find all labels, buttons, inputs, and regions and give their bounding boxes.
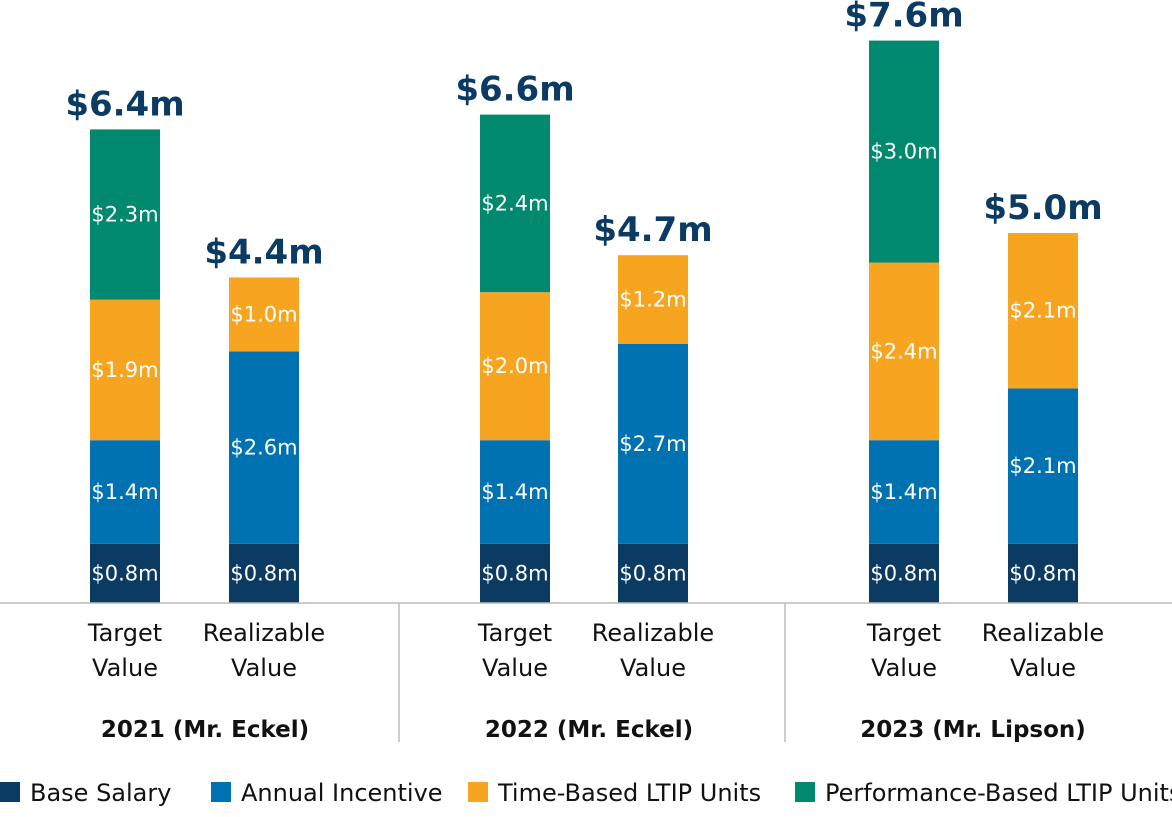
group-label: 2023 (Mr. Lipson) xyxy=(860,717,1086,743)
bar-segment xyxy=(480,543,550,603)
data-label: $2.4m xyxy=(481,191,548,215)
data-label: $1.4m xyxy=(870,480,937,504)
bar-segment xyxy=(90,129,160,300)
total-label: $6.4m xyxy=(65,84,184,124)
bar-segment xyxy=(1008,543,1078,603)
bar-segment xyxy=(480,440,550,544)
legend-label: Time-Based LTIP Units xyxy=(497,779,761,807)
data-label: $0.8m xyxy=(91,561,158,585)
total-label: $7.6m xyxy=(844,0,963,36)
data-label: $2.1m xyxy=(1009,454,1076,478)
bar-segment xyxy=(229,543,299,603)
bar-segment xyxy=(869,440,939,544)
legend-swatch xyxy=(0,782,20,802)
bar-segment xyxy=(869,40,939,263)
bar-segment xyxy=(618,543,688,603)
data-label: $0.8m xyxy=(230,561,297,585)
bar-segment xyxy=(229,351,299,544)
bar-segment xyxy=(869,543,939,603)
data-label: $2.6m xyxy=(230,436,297,460)
data-label: $1.9m xyxy=(91,358,158,382)
x-tick-label: Value xyxy=(871,654,937,682)
data-label: $2.1m xyxy=(1009,299,1076,323)
x-tick-label: Target xyxy=(477,619,552,647)
x-tick-label: Value xyxy=(92,654,158,682)
legend-swatch xyxy=(468,782,488,802)
data-label: $1.2m xyxy=(619,288,686,312)
legend-label: Performance-Based LTIP Units xyxy=(825,779,1172,807)
legend-label: Base Salary xyxy=(30,779,171,807)
data-label: $2.3m xyxy=(91,203,158,227)
x-tick-label: Value xyxy=(1010,654,1076,682)
legend-swatch xyxy=(211,782,231,802)
data-label: $0.8m xyxy=(481,561,548,585)
bar-segment xyxy=(90,299,160,441)
data-label: $1.4m xyxy=(91,480,158,504)
bar-segment xyxy=(869,262,939,441)
bar-segment xyxy=(229,277,299,352)
data-label: $2.7m xyxy=(619,432,686,456)
bar-segment xyxy=(1008,233,1078,389)
data-label: $0.8m xyxy=(619,561,686,585)
data-label: $1.4m xyxy=(481,480,548,504)
bar-segment xyxy=(90,543,160,603)
total-label: $4.7m xyxy=(593,210,712,250)
data-label: $3.0m xyxy=(870,140,937,164)
x-tick-label: Realizable xyxy=(203,619,325,647)
data-label: $0.8m xyxy=(870,561,937,585)
bar-segment xyxy=(480,114,550,293)
bar-segment xyxy=(618,255,688,344)
data-label: $2.0m xyxy=(481,354,548,378)
group-label: 2022 (Mr. Eckel) xyxy=(485,717,693,743)
bar-segment xyxy=(1008,388,1078,544)
x-tick-label: Target xyxy=(866,619,941,647)
total-label: $6.6m xyxy=(455,70,574,110)
legend-swatch xyxy=(795,782,815,802)
x-tick-label: Value xyxy=(231,654,297,682)
x-tick-label: Value xyxy=(620,654,686,682)
bar-segment xyxy=(90,440,160,544)
x-tick-label: Target xyxy=(87,619,162,647)
data-label: $2.4m xyxy=(870,339,937,363)
data-label: $0.8m xyxy=(1009,561,1076,585)
legend-label: Annual Incentive xyxy=(241,779,443,807)
bar-segment xyxy=(618,344,688,544)
x-tick-label: Realizable xyxy=(592,619,714,647)
x-tick-label: Value xyxy=(482,654,548,682)
x-tick-label: Realizable xyxy=(982,619,1104,647)
total-label: $5.0m xyxy=(983,188,1102,228)
group-label: 2021 (Mr. Eckel) xyxy=(101,717,309,743)
total-label: $4.4m xyxy=(204,232,323,272)
bar-segment xyxy=(480,292,550,441)
data-label: $1.0m xyxy=(230,302,297,326)
